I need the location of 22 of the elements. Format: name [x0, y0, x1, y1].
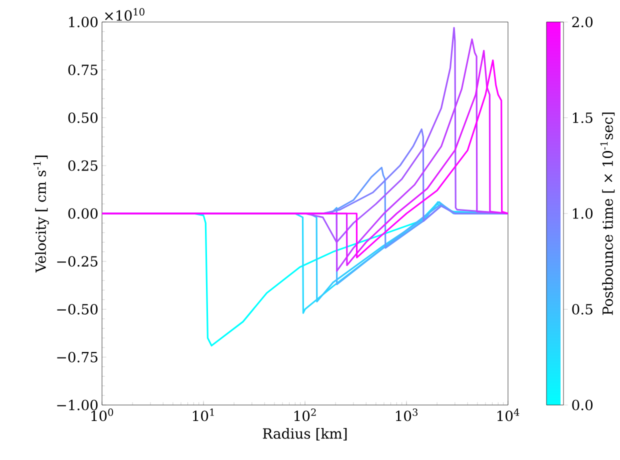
- x-tick-label: 10$^{1}$: [192, 408, 214, 422]
- y-tick-label: −0.50: [57, 304, 98, 315]
- text: ×10$^{10}$: [105, 8, 144, 21]
- color-bar-label: 1.0: [572, 208, 593, 219]
- x-tick-label: 10$^{3}$: [396, 408, 418, 422]
- y-tick-label: −1.00: [57, 400, 98, 410]
- color-bar-title: Postbounce time [ × 10$^{-1}$sec]: [600, 112, 615, 315]
- color-bar-label: 2.0: [572, 16, 593, 28]
- y-tick-label: −0.75: [57, 352, 98, 362]
- x-axis-title: Radius [km]: [262, 428, 347, 440]
- y-tick-label: 0.75: [68, 64, 98, 76]
- y-tick-label: 0.50: [68, 112, 98, 124]
- x-tick-label: 10$^{2}$: [294, 408, 316, 422]
- x-tick-label: 10$^{4}$: [497, 408, 520, 422]
- color-bar-label: 1.5: [572, 112, 592, 124]
- y-tick-label: 0.00: [68, 208, 98, 219]
- y-tick-label: −0.25: [57, 256, 98, 267]
- y-tick-label: 0.25: [68, 160, 98, 171]
- color-bar-label: 0.0: [572, 400, 593, 410]
- y-tick-label: 1.00: [69, 16, 98, 28]
- color-bar-label: 0.5: [572, 304, 592, 315]
- y-axis-title: Velocity [ cm s$^{-1}$]: [33, 156, 49, 273]
